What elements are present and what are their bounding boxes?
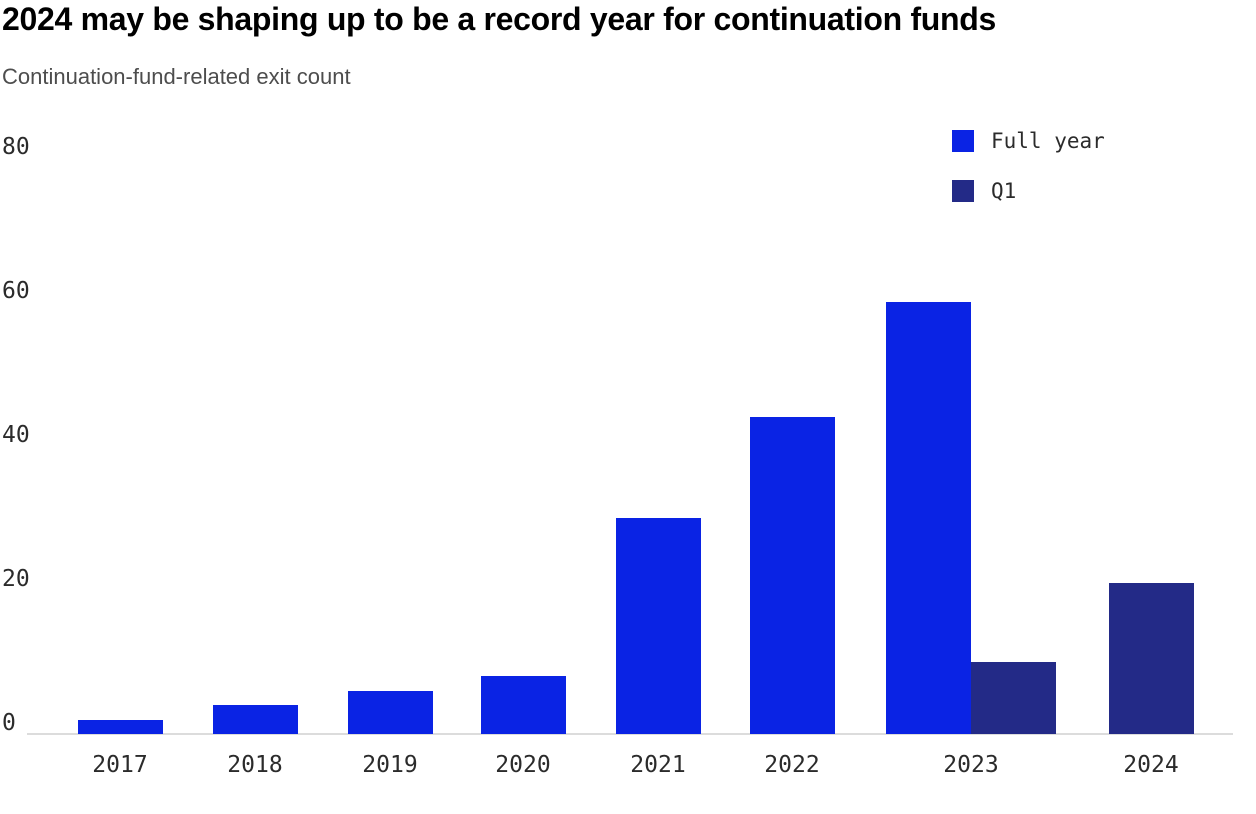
x-tick-label-2020: 2020 [495,752,551,778]
y-tick-label-40: 40 [2,422,30,448]
x-tick-label-2024: 2024 [1123,752,1179,778]
x-tick-label-2019: 2019 [362,752,418,778]
y-tick-label-0: 0 [2,710,16,736]
y-tick-label-60: 60 [2,278,30,304]
bar-2024-q1 [1108,583,1194,734]
bar-2023-full-year [886,302,971,734]
bar-2020-full-year [480,676,566,734]
x-tick-label-2023: 2023 [943,752,999,778]
bar-2017-full-year [77,720,163,734]
q1-swatch-icon [952,180,974,202]
y-tick-label-20: 20 [2,566,30,592]
bar-2018-full-year [212,705,298,734]
legend-item-full-year: Full year [952,129,1105,153]
bar-2022-full-year [749,417,835,734]
full-year-swatch-icon [952,130,974,152]
bar-2023-q1 [971,662,1056,734]
x-axis-line [27,733,1233,735]
x-tick-label-2017: 2017 [92,752,148,778]
legend: Full year Q1 [952,129,1105,230]
y-tick-label-80: 80 [2,134,30,160]
legend-item-q1: Q1 [952,179,1105,203]
legend-label-full-year: Full year [991,129,1105,153]
bar-2019-full-year [347,691,433,734]
bar-2021-full-year [615,518,701,734]
x-tick-label-2022: 2022 [764,752,820,778]
x-tick-label-2021: 2021 [630,752,686,778]
legend-label-q1: Q1 [991,179,1017,203]
x-tick-label-2018: 2018 [227,752,283,778]
chart-subtitle: Continuation-fund-related exit count [2,64,351,89]
chart-title: 2024 may be shaping up to be a record ye… [2,1,997,37]
